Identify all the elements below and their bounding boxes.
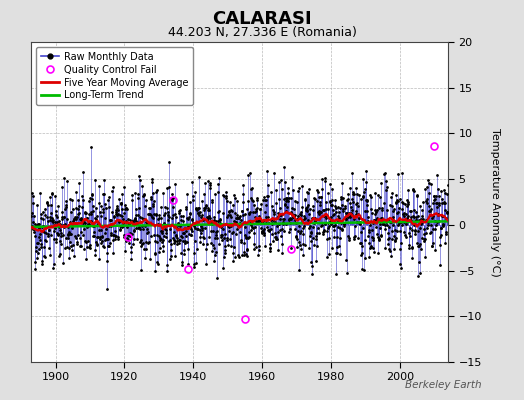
Y-axis label: Temperature Anomaly (°C): Temperature Anomaly (°C): [490, 128, 500, 276]
Text: Berkeley Earth: Berkeley Earth: [406, 380, 482, 390]
Legend: Raw Monthly Data, Quality Control Fail, Five Year Moving Average, Long-Term Tren: Raw Monthly Data, Quality Control Fail, …: [36, 47, 193, 105]
Text: CALARASI: CALARASI: [212, 10, 312, 28]
Text: 44.203 N, 27.336 E (Romania): 44.203 N, 27.336 E (Romania): [168, 26, 356, 39]
